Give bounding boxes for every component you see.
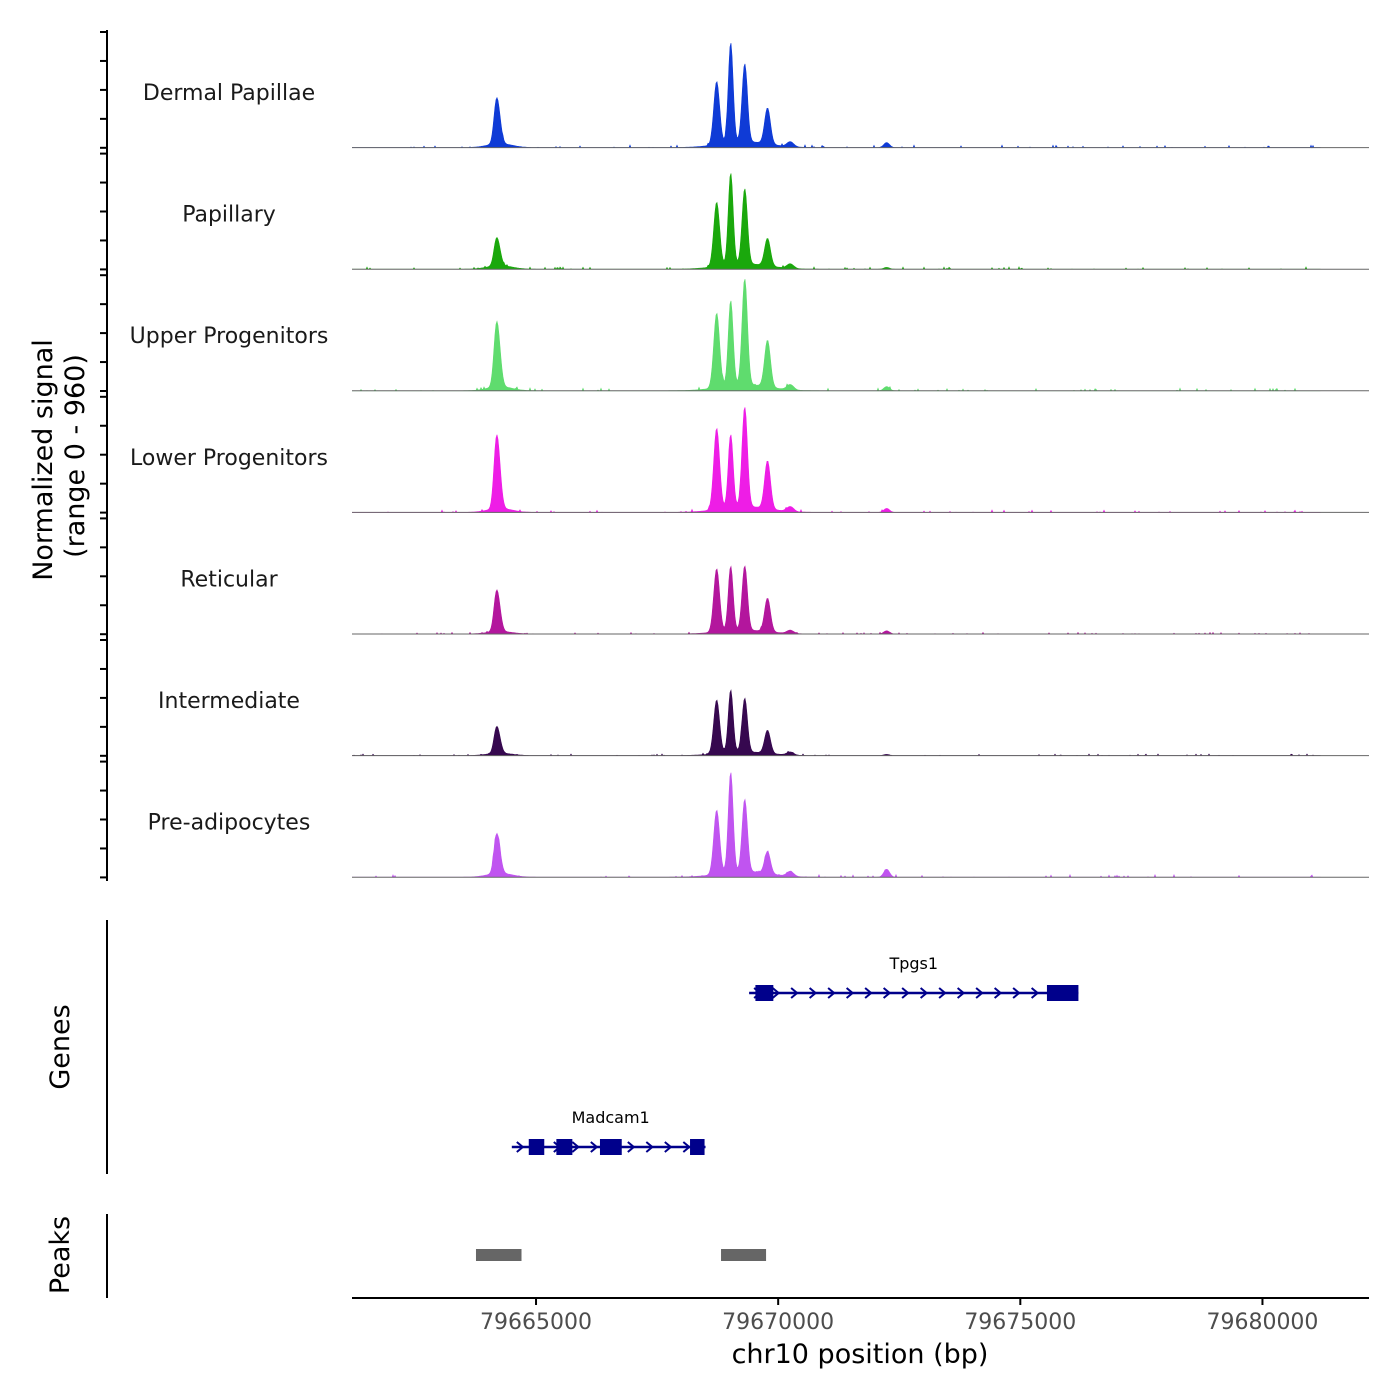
strand-chevron <box>645 1141 654 1153</box>
strand-chevron <box>938 987 947 999</box>
exon <box>556 1139 573 1155</box>
signal-area <box>352 173 1321 270</box>
track-label: Papillary <box>182 203 276 228</box>
track-label: Upper Progenitors <box>130 324 329 349</box>
strand-chevron <box>808 987 818 999</box>
strand-chevron <box>516 1141 525 1153</box>
genes-axis-title: Genes <box>45 1004 76 1089</box>
y-axis-title-line2: (range 0 - 960) <box>60 354 91 558</box>
exon <box>1046 985 1079 1001</box>
strand-chevron <box>827 987 836 999</box>
track-label: Dermal Papillae <box>143 81 315 106</box>
track-label: Intermediate <box>158 689 300 714</box>
strand-chevron <box>901 987 910 999</box>
strand-chevron <box>571 1141 580 1153</box>
peak-bar <box>721 1249 767 1261</box>
strand-chevron <box>845 987 855 999</box>
peaks-panel: Peaks <box>45 1214 767 1298</box>
x-tick-label: 79665000 <box>480 1310 592 1335</box>
track-dermal-papillae: Dermal Papillae <box>100 31 1369 149</box>
strand-chevron <box>790 987 799 999</box>
y-axis-title: Normalized signal (range 0 - 960) <box>28 339 91 581</box>
strand-chevron <box>864 987 873 999</box>
strand-chevron <box>919 987 929 999</box>
strand-chevron <box>882 987 892 999</box>
strand-chevron <box>1012 987 1021 999</box>
strand-chevron <box>993 987 1003 999</box>
strand-chevron <box>682 1141 691 1153</box>
track-pre-adipocytes: Pre-adipocytes <box>100 760 1369 879</box>
gene-name: Tpgs1 <box>888 954 938 973</box>
peaks-axis-title: Peaks <box>45 1216 76 1294</box>
track-reticular: Reticular <box>100 517 1369 636</box>
signal-area <box>352 407 1321 513</box>
y-axis-title-line1: Normalized signal <box>28 339 59 581</box>
x-tick-label: 79680000 <box>1206 1310 1318 1335</box>
signal-area <box>352 565 1321 635</box>
gene-madcam1: Madcam1 <box>511 1108 706 1155</box>
strand-chevron <box>1030 987 1040 999</box>
strand-chevron <box>664 1141 673 1153</box>
track-upper-progenitors: Upper Progenitors <box>100 274 1369 393</box>
strand-chevron <box>975 987 984 999</box>
signal-area <box>352 43 1321 149</box>
gene-tpgs1: Tpgs1 <box>749 954 1079 1001</box>
x-tick-label: 79675000 <box>964 1310 1076 1335</box>
strand-chevron <box>590 1141 599 1153</box>
track-intermediate: Intermediate <box>100 639 1369 757</box>
genes-panel: Genes Tpgs1 Madcam1 <box>45 920 1079 1174</box>
gene-name: Madcam1 <box>572 1108 650 1127</box>
x-tick-label: 79670000 <box>722 1310 834 1335</box>
signal-area <box>352 772 1321 878</box>
signal-area <box>352 689 1321 757</box>
track-papillary: Papillary <box>100 152 1369 271</box>
track-label: Lower Progenitors <box>130 446 328 471</box>
track-label: Pre-adipocytes <box>148 811 311 836</box>
track-lower-progenitors: Lower Progenitors <box>100 395 1369 514</box>
strand-chevron <box>771 987 781 999</box>
exon <box>690 1139 705 1155</box>
track-label: Reticular <box>180 567 278 592</box>
exon <box>528 1139 545 1155</box>
x-axis-title: chr10 position (bp) <box>732 1339 989 1370</box>
strand-chevron <box>956 987 966 999</box>
exon <box>755 985 774 1001</box>
peak-bar <box>475 1249 522 1261</box>
x-axis: chr10 position (bp) 79665000 79670000 7967… <box>352 1297 1369 1370</box>
strand-chevron <box>627 1141 636 1153</box>
signal-area <box>352 279 1321 392</box>
exon <box>599 1139 622 1155</box>
signal-tracks: Dermal Papillae Papillary Upper Progenitor… <box>100 30 1369 881</box>
